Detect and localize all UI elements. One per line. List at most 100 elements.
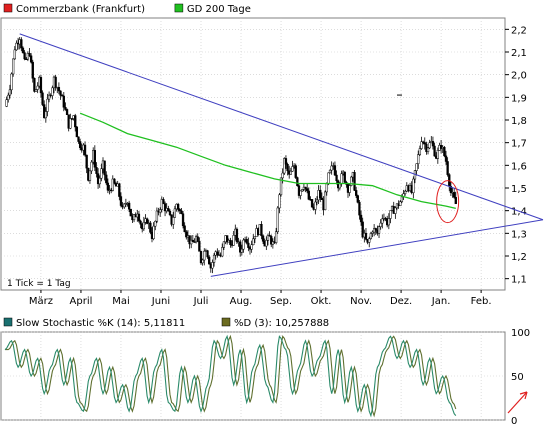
candle-227 (374, 227, 377, 235)
candle-body-151 (250, 244, 253, 250)
candle-46 (78, 138, 82, 151)
candle-53 (90, 159, 93, 174)
candle-body-41 (70, 118, 74, 120)
candle-body-216 (356, 195, 359, 203)
candle-body-270 (444, 155, 448, 162)
candle-202 (333, 161, 337, 176)
candle-73 (123, 202, 126, 209)
candle-166 (274, 227, 278, 245)
candle-body-124 (206, 250, 209, 258)
candle-252 (415, 163, 418, 176)
candle-body-120 (199, 251, 203, 264)
candle-270 (444, 150, 448, 165)
candle-body-52 (88, 170, 92, 181)
candle-1 (5, 96, 8, 108)
candle-45 (77, 136, 80, 144)
candle-171 (283, 157, 286, 176)
candle-body-63 (106, 182, 110, 191)
candle-176 (291, 160, 294, 172)
candle-body-3 (8, 89, 12, 96)
candle-16 (29, 53, 33, 64)
candle-59 (100, 163, 103, 182)
candle-4 (10, 72, 13, 95)
candle-230 (379, 219, 382, 230)
candle-body-256 (421, 141, 425, 143)
candle-148 (245, 236, 248, 245)
legend-label-1: GD 200 Tage (187, 4, 251, 15)
candle-body-196 (323, 191, 327, 211)
candle-body-104 (173, 208, 177, 218)
month-label-10: Jan. (431, 296, 451, 307)
candle-body-223 (368, 238, 371, 243)
candle-52 (88, 170, 92, 184)
candle-body-160 (265, 240, 268, 247)
candle-body-169 (279, 177, 283, 196)
candle-82 (137, 211, 141, 223)
candle-122 (203, 248, 206, 266)
candle-151 (250, 240, 253, 253)
candle-body-230 (379, 222, 382, 227)
candle-214 (353, 170, 356, 192)
candle-body-199 (328, 169, 332, 174)
candle-178 (294, 163, 297, 180)
candle-111 (185, 230, 188, 240)
candle-200 (330, 161, 333, 175)
candle-body-85 (142, 222, 145, 230)
candle-271 (446, 157, 449, 177)
candle-body-37 (64, 107, 67, 110)
candle-body-22 (39, 77, 43, 94)
candle-body-235 (387, 218, 390, 226)
candle-body-181 (299, 190, 302, 196)
tick-note: 1 Tick = 1 Tag (7, 279, 71, 289)
candle-body-70 (118, 183, 121, 197)
candle-body-108 (180, 210, 183, 214)
candle-body-36 (62, 95, 65, 108)
candle-167 (276, 206, 279, 234)
candle-62 (105, 171, 108, 186)
candle-body-58 (98, 177, 101, 185)
month-label-8: Nov. (350, 296, 372, 307)
candle-100 (167, 205, 170, 212)
candle-186 (307, 187, 310, 201)
candle-body-76 (127, 202, 131, 210)
legend-bottom-label-0: Slow Stochastic %K (14): 5,11811 (16, 318, 185, 329)
candle-body-111 (185, 231, 188, 238)
candle-149 (247, 237, 250, 252)
candle-body-136 (225, 235, 229, 243)
candle-body-19 (34, 89, 38, 92)
candle-body-182 (301, 189, 304, 192)
candle-11 (21, 46, 25, 54)
candle-body-128 (212, 254, 216, 263)
candle-173 (286, 162, 289, 176)
candle-134 (222, 241, 226, 250)
candle-138 (229, 237, 232, 248)
candle-180 (297, 184, 301, 199)
candle-body-250 (412, 178, 415, 194)
candle-body-87 (145, 218, 149, 224)
candle-body-194 (320, 197, 324, 200)
candle-body-202 (333, 165, 337, 176)
candle-35 (61, 93, 64, 97)
candle-body-215 (355, 190, 358, 196)
candle-body-18 (33, 78, 36, 92)
candle-body-146 (242, 239, 245, 250)
candle-body-92 (154, 220, 157, 227)
candle-66 (111, 175, 114, 192)
candle-body-121 (201, 259, 204, 264)
candle-15 (28, 48, 31, 58)
candle-body-167 (276, 207, 279, 232)
candle-body-172 (284, 158, 288, 165)
candle-163 (270, 234, 273, 248)
candle-body-190 (314, 201, 317, 210)
candle-body-179 (296, 177, 299, 187)
candle-260 (428, 139, 431, 150)
candle-body-271 (446, 161, 449, 175)
candle-body-227 (374, 228, 377, 231)
candle-146 (242, 238, 245, 253)
candle-23 (41, 90, 44, 107)
candle-109 (181, 210, 185, 229)
candle-120 (199, 250, 203, 265)
candle-152 (252, 234, 255, 246)
candle-158 (261, 234, 265, 245)
